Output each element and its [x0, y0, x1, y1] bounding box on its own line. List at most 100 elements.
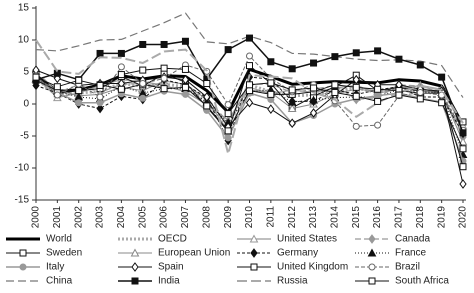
legend-label: Spain [158, 262, 184, 273]
marker [374, 97, 382, 105]
marker [224, 46, 232, 54]
marker [331, 88, 339, 96]
marker [352, 83, 360, 91]
x-tick-label: 2004 [116, 206, 127, 229]
marker [53, 83, 61, 91]
marker [250, 263, 258, 271]
marker [19, 249, 27, 257]
marker [368, 234, 376, 244]
legend-label: Brazil [395, 262, 420, 273]
marker [203, 80, 211, 88]
marker [224, 101, 232, 109]
marker [374, 85, 382, 93]
x-tick-label: 2000 [31, 206, 42, 229]
marker [19, 263, 27, 271]
marker [309, 95, 318, 104]
marker [160, 85, 168, 93]
marker [368, 263, 376, 271]
marker [310, 84, 318, 92]
x-tick-label: 2013 [308, 206, 319, 229]
y-tick-label: 5 [23, 67, 29, 78]
marker [368, 277, 376, 285]
marker [130, 248, 140, 257]
marker [267, 79, 275, 87]
marker [458, 137, 468, 146]
x-tick-label: 2019 [436, 206, 447, 229]
legend-label: European Union [158, 248, 230, 259]
legend-label: Germany [277, 248, 318, 259]
marker [352, 92, 360, 100]
marker [75, 87, 83, 95]
marker [75, 99, 83, 107]
marker [309, 108, 318, 118]
marker [181, 74, 190, 85]
marker [139, 40, 147, 48]
series-line [35, 39, 464, 155]
marker [310, 59, 318, 67]
marker [374, 92, 382, 100]
marker [246, 34, 253, 42]
legend-label: OECD [158, 234, 187, 245]
marker [459, 129, 467, 137]
marker [438, 73, 446, 81]
marker [224, 134, 232, 142]
marker [224, 127, 232, 135]
y-tick-label: -10 [15, 163, 30, 174]
marker [117, 63, 125, 71]
y-tick-label: -15 [15, 195, 30, 206]
marker [117, 85, 125, 93]
x-tick-label: 2015 [351, 206, 362, 229]
marker [416, 88, 424, 96]
legend-label: China [46, 276, 73, 287]
marker [117, 71, 125, 79]
x-tick-label: 2003 [95, 206, 106, 229]
legend-label: South Africa [395, 276, 449, 287]
marker [287, 103, 297, 112]
y-tick-label: 15 [18, 3, 30, 14]
x-tick-label: 2018 [415, 206, 426, 229]
x-tick-label: 2008 [201, 206, 212, 229]
marker [139, 66, 147, 74]
marker [246, 62, 253, 70]
marker [160, 64, 168, 72]
marker [352, 122, 360, 130]
marker [96, 81, 104, 89]
marker [203, 102, 211, 110]
marker [246, 52, 253, 60]
marker [352, 49, 360, 57]
marker [139, 80, 147, 88]
marker [395, 55, 403, 63]
marker [249, 234, 259, 243]
legend-label: World [46, 234, 72, 245]
x-tick-label: 2002 [73, 206, 84, 229]
marker [250, 248, 258, 258]
x-tick-label: 2016 [372, 206, 383, 229]
marker [53, 91, 61, 99]
legend-label: United Kingdom [277, 262, 348, 273]
marker [181, 83, 189, 91]
legend-label: India [158, 276, 180, 287]
series-line [35, 12, 464, 98]
marker [131, 262, 139, 272]
marker [96, 93, 104, 101]
marker [374, 121, 382, 129]
marker [96, 99, 104, 107]
x-tick-label: 2017 [394, 206, 405, 229]
marker [160, 40, 168, 48]
marker [224, 110, 232, 118]
legend-label: Italy [46, 262, 64, 273]
marker [395, 91, 403, 99]
marker [75, 76, 83, 84]
marker [96, 103, 104, 114]
x-tick-label: 2009 [223, 206, 234, 229]
y-tick-label: -5 [20, 131, 29, 142]
marker [438, 99, 446, 107]
marker [181, 37, 189, 45]
x-tick-label: 2011 [265, 206, 276, 228]
marker [267, 104, 275, 114]
x-tick-label: 2014 [330, 206, 341, 229]
legend-label: Russia [277, 276, 308, 287]
marker [416, 61, 424, 69]
legend-label: Canada [395, 234, 430, 245]
marker [267, 90, 275, 98]
